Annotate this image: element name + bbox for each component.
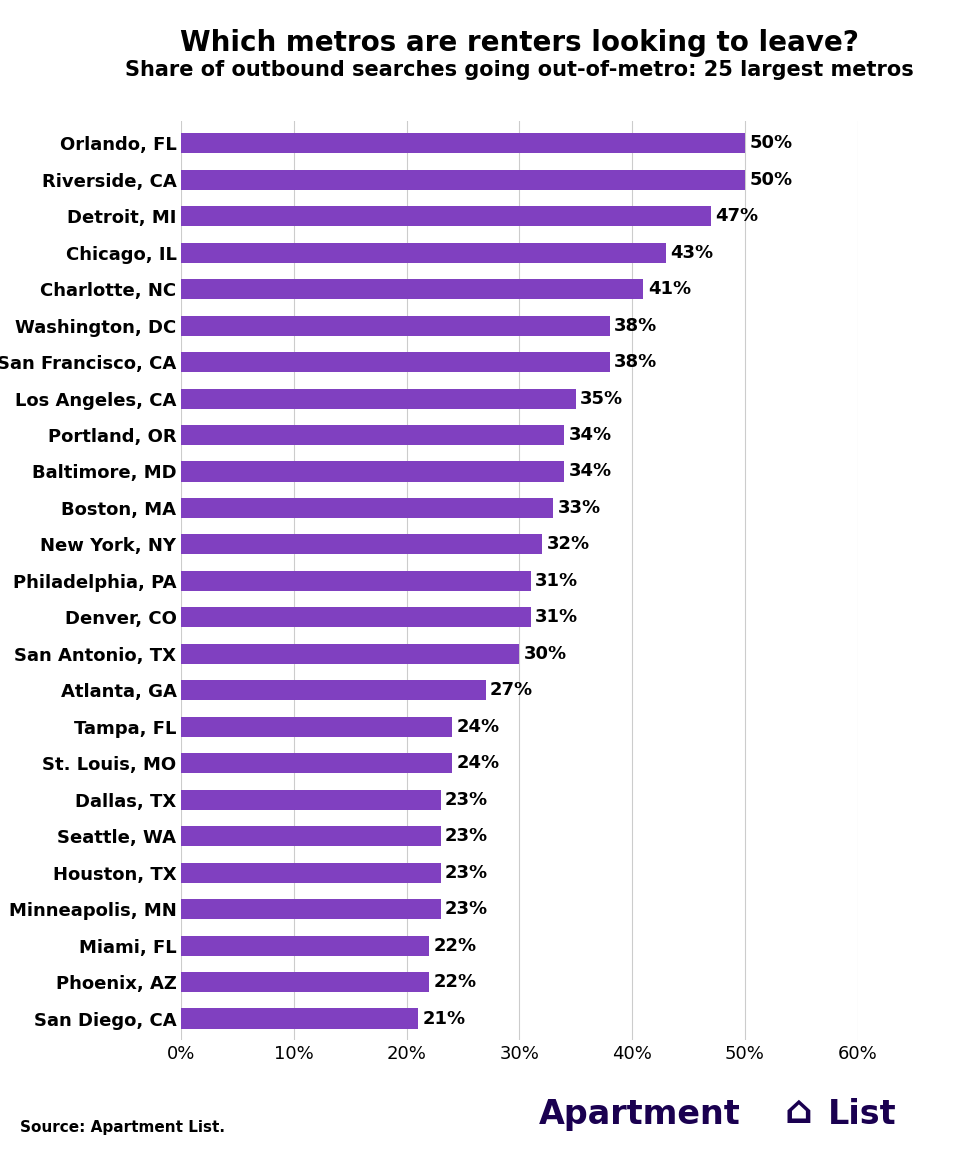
Text: 34%: 34% [569, 462, 612, 481]
Text: 38%: 38% [614, 317, 658, 334]
Text: 22%: 22% [434, 936, 477, 955]
Text: 31%: 31% [535, 572, 578, 590]
Bar [181, 316, 610, 335]
Bar [181, 353, 610, 372]
Bar [181, 461, 564, 482]
Bar [181, 206, 710, 227]
Text: 22%: 22% [434, 973, 477, 991]
Text: ⌂: ⌂ [785, 1092, 812, 1131]
Text: 23%: 23% [445, 901, 488, 918]
Text: Source: Apartment List.: Source: Apartment List. [20, 1120, 224, 1135]
Bar [181, 388, 575, 408]
Text: Apartment: Apartment [539, 1097, 741, 1131]
Bar [181, 133, 745, 154]
Text: 23%: 23% [445, 791, 488, 809]
Text: 27%: 27% [490, 681, 533, 699]
Text: 34%: 34% [569, 427, 612, 444]
Text: 23%: 23% [445, 828, 488, 845]
Bar [181, 534, 542, 555]
Bar [181, 279, 644, 299]
Bar [181, 243, 666, 262]
Text: 30%: 30% [524, 645, 567, 662]
Text: 23%: 23% [445, 864, 488, 882]
Text: 47%: 47% [715, 207, 759, 225]
Bar [181, 1008, 417, 1029]
Bar [181, 827, 441, 846]
Text: Which metros are renters looking to leave?: Which metros are renters looking to leav… [180, 29, 858, 57]
Text: 33%: 33% [558, 499, 601, 517]
Bar [181, 717, 452, 736]
Bar [181, 607, 531, 628]
Bar [181, 680, 486, 701]
Text: 35%: 35% [580, 390, 623, 408]
Text: 24%: 24% [457, 754, 500, 772]
Bar [181, 571, 531, 591]
Text: 41%: 41% [648, 280, 691, 298]
Text: 24%: 24% [457, 718, 500, 735]
Text: 43%: 43% [670, 244, 713, 261]
Text: 50%: 50% [750, 134, 793, 153]
Text: 50%: 50% [750, 171, 793, 188]
Bar [181, 935, 429, 956]
Bar [181, 644, 519, 664]
Bar [181, 498, 553, 518]
Bar [181, 862, 441, 883]
Bar [181, 972, 429, 992]
Bar [181, 425, 564, 445]
Text: 31%: 31% [535, 608, 578, 627]
Bar [181, 899, 441, 919]
Bar [181, 754, 452, 773]
Text: 32%: 32% [547, 535, 590, 554]
Bar [181, 170, 745, 190]
Bar [181, 790, 441, 809]
Text: 38%: 38% [614, 353, 658, 371]
Text: List: List [828, 1097, 897, 1131]
Text: 21%: 21% [422, 1009, 466, 1028]
Text: Share of outbound searches going out-of-metro: 25 largest metros: Share of outbound searches going out-of-… [125, 60, 913, 80]
